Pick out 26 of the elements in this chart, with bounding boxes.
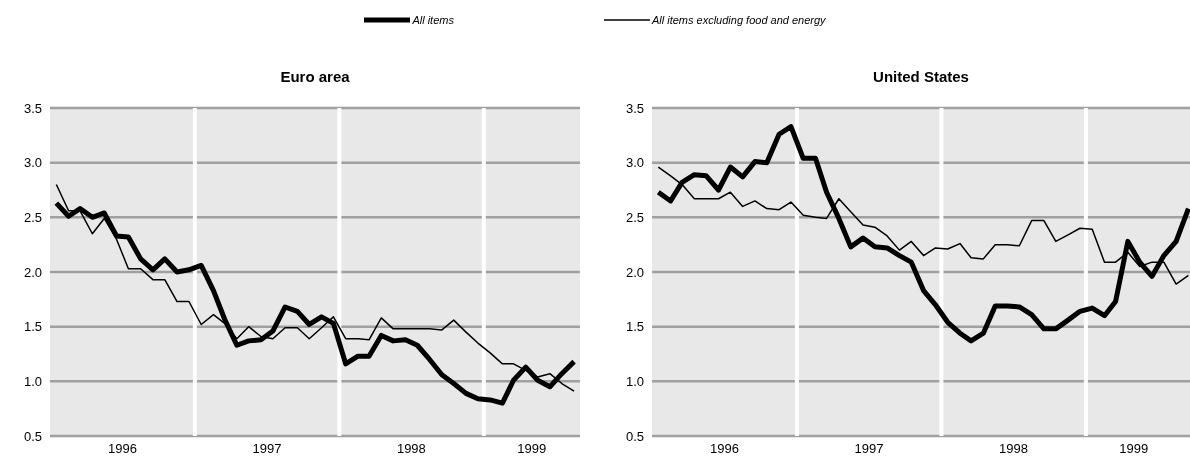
x-tick-label: 1999 [517, 441, 547, 457]
y-tick-label: 0.5 [625, 428, 644, 444]
y-tick-label: 3.0 [625, 155, 644, 171]
y-tick-label: 1.5 [23, 319, 42, 335]
chart-title: Euro area [279, 68, 351, 85]
chart-title: United States [872, 68, 970, 85]
x-tick-label: 1998 [396, 441, 426, 457]
y-tick-label: 1.0 [23, 373, 42, 389]
x-tick-label: 1998 [998, 441, 1028, 457]
y-tick-label: 0.5 [23, 428, 42, 444]
y-tick-label: 1.0 [625, 373, 644, 389]
x-tick-label: 1997 [252, 441, 282, 457]
x-tick-label: 1999 [1119, 441, 1149, 457]
y-tick-label: 3.0 [23, 155, 42, 171]
x-tick-label: 1997 [854, 441, 884, 457]
y-tick-label: 2.5 [625, 209, 644, 225]
legend-label: All items [412, 14, 454, 26]
y-tick-label: 1.5 [625, 319, 644, 335]
x-tick-label: 1996 [107, 441, 137, 457]
legend-label: All items excluding food and energy [651, 14, 826, 26]
y-tick-label: 2.0 [625, 264, 644, 280]
y-tick-label: 2.5 [23, 209, 42, 225]
y-tick-label: 3.5 [23, 100, 42, 116]
x-tick-label: 1996 [709, 441, 739, 457]
y-tick-label: 3.5 [625, 100, 644, 116]
y-tick-label: 2.0 [23, 264, 42, 280]
